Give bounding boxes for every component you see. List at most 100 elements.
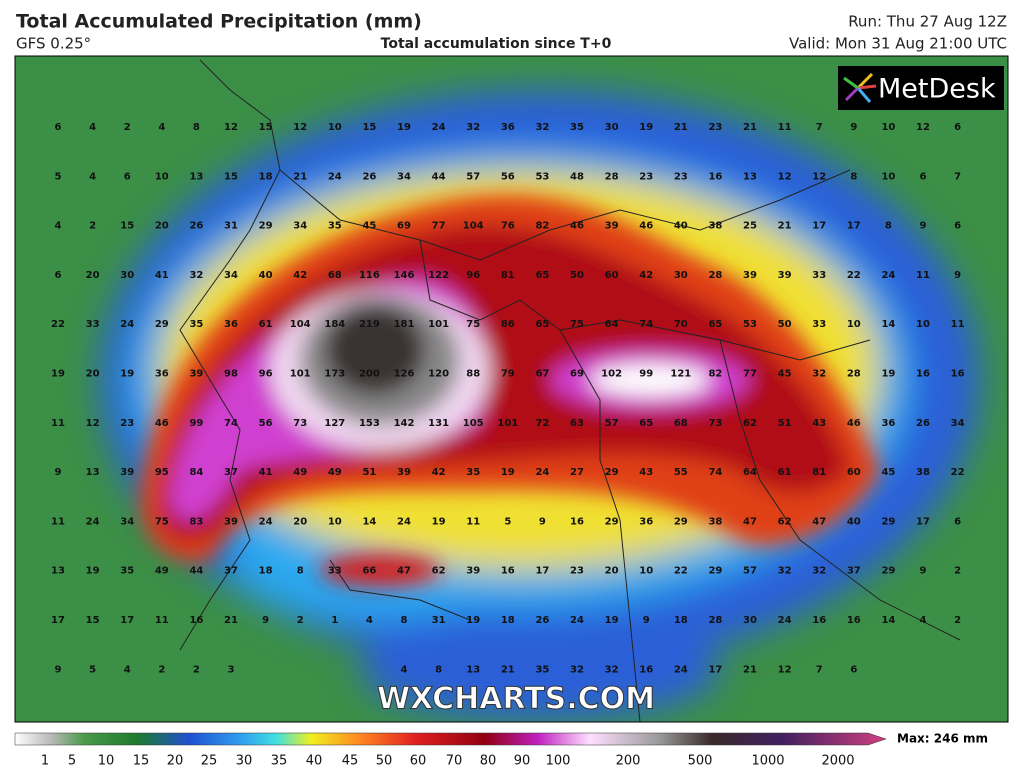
grid-value: 12 xyxy=(916,122,930,133)
grid-value: 33 xyxy=(812,319,826,330)
grid-value: 48 xyxy=(570,171,584,182)
grid-value: 46 xyxy=(570,221,584,232)
grid-value: 56 xyxy=(501,171,515,182)
legend-label: 70 xyxy=(446,754,463,769)
grid-value: 219 xyxy=(359,319,380,330)
grid-value: 9 xyxy=(954,270,961,281)
grid-value: 9 xyxy=(262,615,269,626)
grid-value: 173 xyxy=(324,369,345,380)
grid-value: 2 xyxy=(89,221,96,232)
grid-value: 19 xyxy=(466,615,480,626)
colorbar xyxy=(14,732,887,746)
grid-value: 28 xyxy=(605,171,619,182)
grid-value: 7 xyxy=(816,664,823,675)
grid-value: 3 xyxy=(228,664,235,675)
grid-value: 104 xyxy=(290,319,311,330)
grid-value: 65 xyxy=(535,319,549,330)
grid-value: 9 xyxy=(55,664,62,675)
legend-label: 50 xyxy=(376,754,393,769)
legend-label: 80 xyxy=(480,754,497,769)
grid-value: 10 xyxy=(328,516,342,527)
grid-value: 30 xyxy=(605,122,619,133)
grid-value: 32 xyxy=(605,664,619,675)
grid-value: 95 xyxy=(155,467,169,478)
grid-value: 29 xyxy=(605,467,619,478)
grid-value: 4 xyxy=(124,664,131,675)
grid-value: 50 xyxy=(570,270,584,281)
grid-value: 19 xyxy=(397,122,411,133)
grid-value: 24 xyxy=(570,615,584,626)
grid-value: 9 xyxy=(920,566,927,577)
grid-value: 39 xyxy=(120,467,134,478)
grid-value: 131 xyxy=(428,418,449,429)
grid-value: 10 xyxy=(881,122,895,133)
grid-value: 24 xyxy=(674,664,688,675)
legend-label: 20 xyxy=(167,754,184,769)
grid-value: 43 xyxy=(812,418,826,429)
grid-value: 22 xyxy=(951,467,965,478)
subtitle: Total accumulation since T+0 xyxy=(381,36,612,52)
grid-value: 2 xyxy=(124,122,131,133)
grid-value: 19 xyxy=(432,516,446,527)
grid-value: 44 xyxy=(432,171,446,182)
grid-value: 19 xyxy=(605,615,619,626)
grid-value: 9 xyxy=(643,615,650,626)
grid-value: 47 xyxy=(743,516,757,527)
borders xyxy=(179,59,961,722)
grid-value: 45 xyxy=(881,467,895,478)
grid-value: 42 xyxy=(432,467,446,478)
grid-value: 16 xyxy=(708,171,722,182)
grid-value: 35 xyxy=(120,566,134,577)
grid-value: 32 xyxy=(189,270,203,281)
grid-value: 74 xyxy=(708,467,722,478)
grid-value: 42 xyxy=(293,270,307,281)
grid-value: 15 xyxy=(259,122,273,133)
legend-label: 1000 xyxy=(751,754,784,769)
grid-value: 67 xyxy=(535,369,549,380)
grid-value: 57 xyxy=(743,566,757,577)
grid-value: 47 xyxy=(397,566,411,577)
grid-value: 57 xyxy=(466,171,480,182)
grid-value: 34 xyxy=(224,270,238,281)
grid-value: 26 xyxy=(535,615,549,626)
grid-value: 104 xyxy=(463,221,484,232)
grid-value: 16 xyxy=(951,369,965,380)
max-label: Max: 246 mm xyxy=(897,732,988,746)
run: Run: Thu 27 Aug 12Z xyxy=(848,13,1007,31)
grid-value: 23 xyxy=(674,171,688,182)
grid-value: 8 xyxy=(297,566,304,577)
grid-value: 13 xyxy=(51,566,65,577)
grid-value: 38 xyxy=(916,467,930,478)
grid-value: 56 xyxy=(259,418,273,429)
grid-value: 12 xyxy=(224,122,238,133)
grid-value: 33 xyxy=(86,319,100,330)
grid-value: 38 xyxy=(708,516,722,527)
grid-value: 84 xyxy=(189,467,203,478)
grid-value: 76 xyxy=(501,221,515,232)
grid-value: 18 xyxy=(259,566,273,577)
grid-value: 68 xyxy=(328,270,342,281)
grid-value: 21 xyxy=(674,122,688,133)
grid-value: 6 xyxy=(124,171,131,182)
grid-value: 24 xyxy=(120,319,134,330)
grid-value: 24 xyxy=(397,516,411,527)
grid-value: 24 xyxy=(535,467,549,478)
grid-value: 9 xyxy=(539,516,546,527)
grid-value: 11 xyxy=(951,319,965,330)
grid-value: 49 xyxy=(155,566,169,577)
grid-value: 16 xyxy=(189,615,203,626)
grid-value: 2 xyxy=(193,664,200,675)
grid-value: 15 xyxy=(224,171,238,182)
grid-value: 17 xyxy=(535,566,549,577)
grid-value: 12 xyxy=(778,171,792,182)
grid-value: 34 xyxy=(951,418,965,429)
grid-value: 36 xyxy=(501,122,515,133)
grid-value: 30 xyxy=(120,270,134,281)
grid-value: 10 xyxy=(916,319,930,330)
grid-value: 26 xyxy=(362,171,376,182)
grid-value: 24 xyxy=(86,516,100,527)
grid-value: 29 xyxy=(881,566,895,577)
grid-value: 25 xyxy=(743,221,757,232)
grid-value: 20 xyxy=(293,516,307,527)
grid-value: 29 xyxy=(708,566,722,577)
